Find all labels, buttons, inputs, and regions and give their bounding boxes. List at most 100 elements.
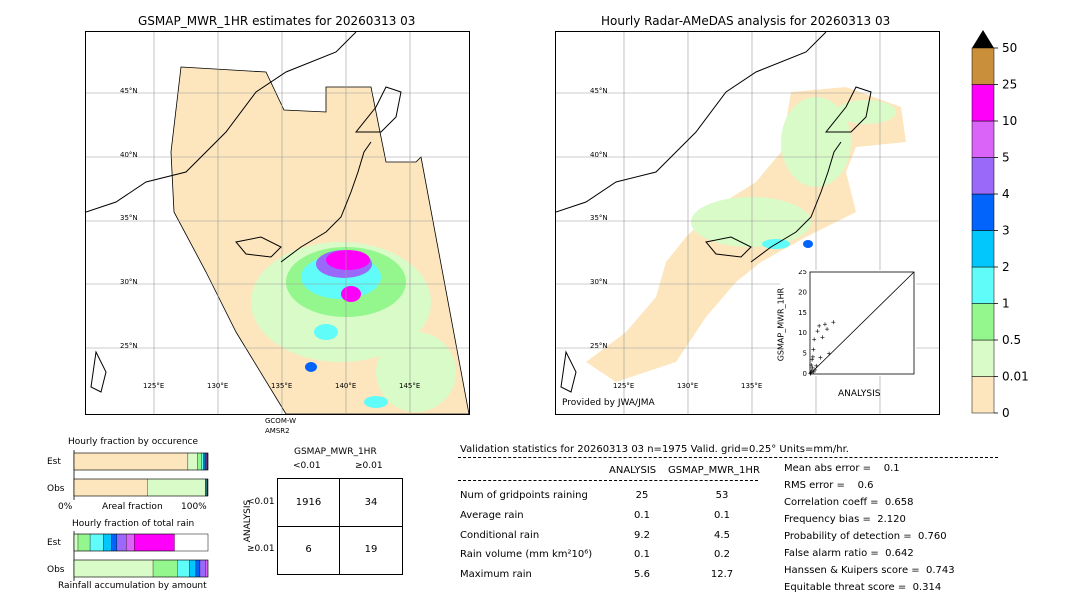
cell-miss: 6 [305, 544, 312, 555]
total-rain-bar-segment [126, 533, 135, 552]
scatter-panel: 00551010151520202525 [780, 270, 916, 376]
occurrence-bars [73, 450, 209, 500]
occurrence-bar-segment [203, 452, 205, 471]
scatter-ytick-label: 0 [803, 370, 807, 376]
sensor-label: AMSR2 [265, 427, 290, 435]
scatter-point [822, 322, 827, 327]
colorbar-segment [971, 157, 995, 195]
occurrence-bar-segment [73, 478, 148, 497]
colorbar-tick-label: 10 [1002, 114, 1017, 128]
right-lat-40: 40°N [590, 151, 608, 159]
right-coastline [556, 32, 872, 393]
scatter-ytick-label: 10 [798, 329, 807, 337]
colorbar-segment [971, 47, 995, 85]
stat-label: Rain volume (mm km²10⁶) [460, 549, 593, 560]
stat-analysis-value: 9.2 [634, 530, 650, 541]
right-lon-130: 130°E [677, 382, 699, 390]
scatter-point [814, 363, 819, 368]
scatter-point [827, 351, 832, 356]
occurrence-row-obs: Obs [47, 484, 65, 494]
left-lon-135: 135°E [271, 382, 293, 390]
validation-col-gsmap: GSMAP_MWR_1HR [668, 465, 760, 476]
colorbar-tick-label: 25 [1002, 78, 1017, 92]
occurrence-bar-segment [73, 452, 189, 471]
colorbar-segment [971, 376, 995, 414]
left-coastline [86, 32, 402, 393]
stat-row: Num of gridpoints raining [460, 490, 588, 501]
contingency-grid: 1916 34 6 19 [277, 478, 403, 575]
scatter-point [812, 337, 817, 342]
right-map: 45°N 40°N 35°N 30°N 25°N 125°E 130°E 135… [555, 31, 940, 415]
total-rain-row-obs: Obs [47, 565, 65, 575]
colorbar-tick-label: 4 [1002, 187, 1010, 201]
scatter-point [825, 327, 830, 332]
total-rain-bar-segment [116, 533, 127, 552]
stat-label: Maximum rain [460, 569, 532, 580]
colorbar-tick-label: 50 [1002, 41, 1017, 55]
scatter-point [809, 363, 814, 368]
total-rain-bars [73, 531, 209, 581]
colorbar-segment [971, 303, 995, 341]
scatter-diagonal [809, 271, 915, 375]
total-rain-bar-segment [195, 559, 201, 578]
right-map-title: Hourly Radar-AMeDAS analysis for 2026031… [601, 14, 891, 28]
left-map-title: GSMAP_MWR_1HR estimates for 20260313 03 [138, 14, 416, 28]
stat-label: Num of gridpoints raining [460, 490, 588, 501]
stat-analysis-value: 0.1 [634, 549, 650, 560]
colorbar-segment [971, 84, 995, 122]
score-ets: Equitable threat score = 0.314 [784, 582, 942, 593]
scatter-point [808, 371, 813, 376]
right-lat-25: 25°N [590, 342, 608, 350]
score-corr: Correlation coeff = 0.658 [784, 497, 914, 508]
colorbar-tick-label: 1 [1002, 297, 1010, 311]
stat-row: Conditional rain [460, 530, 539, 541]
contingency-col-ge: ≥0.01 [355, 461, 383, 471]
stat-gsmap-value: 0.2 [714, 549, 730, 560]
scatter-point [809, 368, 814, 373]
total-rain-bar-segment [103, 533, 112, 552]
left-lon-145: 145°E [399, 382, 421, 390]
stat-analysis-value: 25 [635, 490, 649, 501]
stat-gsmap-value: 53 [715, 490, 729, 501]
scatter-point [810, 354, 815, 359]
total-rain-bar-segment [89, 533, 104, 552]
total-rain-bar-segment [189, 559, 197, 578]
scatter-ytick-label: 25 [798, 270, 807, 276]
satellite-label: GCOM-W [265, 417, 297, 425]
contingency-row-lt: <0.01 [247, 497, 275, 507]
score-pod: Probability of detection = 0.760 [784, 531, 947, 542]
validation-col-analysis: ANALYSIS [609, 465, 657, 476]
occurrence-bar-segment [201, 452, 204, 471]
stat-analysis-value: 0.1 [634, 510, 650, 521]
occurrence-bar-segment [187, 452, 198, 471]
score-far: False alarm ratio = 0.642 [784, 548, 914, 559]
left-lon-125: 125°E [143, 382, 165, 390]
scatter-point [818, 355, 823, 360]
total-rain-title: Hourly fraction of total rain [72, 519, 195, 529]
colorbar: 0 0.01 0.5 1 2 3 4 5 10 25 50 [971, 30, 1029, 420]
rain-blob-magenta [326, 250, 370, 270]
stat-row: Maximum rain [460, 569, 532, 580]
total-rain-row-est: Est [47, 538, 61, 548]
left-map-grid [86, 32, 469, 414]
score-rmse: RMS error = 0.6 [784, 480, 874, 491]
contingency-row-ge: ≥0.01 [247, 544, 275, 554]
total-rain-bar-segment [152, 559, 178, 578]
left-map: 45°N 40°N 35°N 30°N 25°N 125°E 130°E 135… [85, 31, 470, 415]
left-lat-25: 25°N [120, 342, 138, 350]
validation-col-divider [458, 480, 758, 481]
score-hk: Hanssen & Kuipers score = 0.743 [784, 565, 955, 576]
occurrence-row-est: Est [47, 457, 61, 467]
validation-header: Validation statistics for 20260313 03 n=… [460, 444, 849, 455]
data-credit: Provided by JWA/JMA [562, 398, 655, 408]
validation-divider [458, 457, 998, 458]
scatter-point [812, 367, 817, 372]
total-rain-bar-segment [73, 559, 154, 578]
occurrence-axis-left: 0% [58, 502, 73, 512]
left-lon-140: 140°E [335, 382, 357, 390]
colorbar-segment [971, 339, 995, 377]
total-rain-bar-row-frame [73, 559, 209, 578]
left-lat-30: 30°N [120, 278, 138, 286]
scatter-ylabel: GSMAP_MWR_1HR [776, 287, 786, 362]
right-lat-45: 45°N [590, 87, 608, 95]
